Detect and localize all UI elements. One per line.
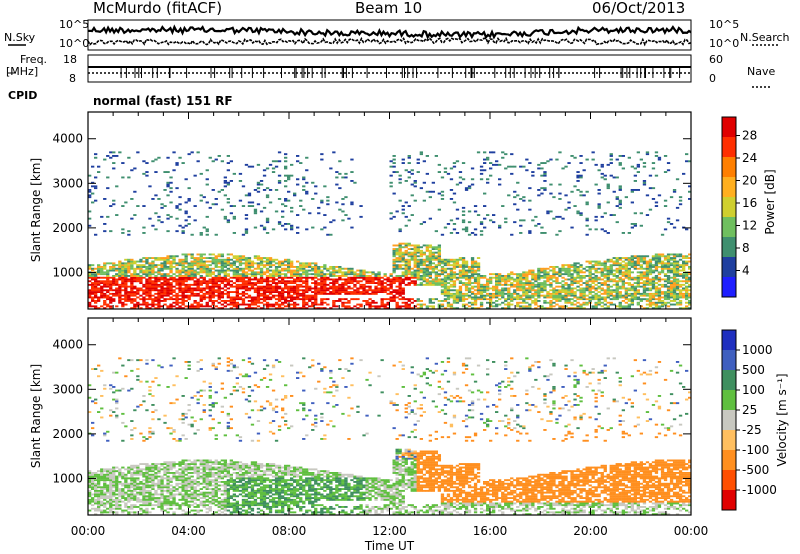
freq-label-1: Freq.: [20, 53, 48, 66]
nave-tick-bottom: 0: [709, 72, 716, 85]
velocity-cbar-tick: -25: [742, 423, 762, 437]
xtick-label: 08:00: [272, 524, 307, 538]
nave-label: Nave: [747, 65, 776, 78]
power-cbar-tick: 24: [742, 151, 757, 165]
cpid-label: CPID: [8, 89, 38, 102]
power-cbar-tick: 20: [742, 174, 757, 188]
nsky-tick-bottom: 10^0: [59, 37, 90, 50]
freq-tick-bottom: 8: [69, 72, 76, 85]
power-panel: 1000 2000 3000 4000 Slant Range [km]: [29, 111, 692, 310]
xtick-label: 16:00: [473, 524, 508, 538]
velocity-cbar-tick: 100: [742, 383, 765, 397]
ytick-label: 1000: [52, 471, 83, 485]
power-cbar-tick: 28: [742, 129, 757, 143]
power-cbar-tick: 8: [742, 241, 750, 255]
velocity-cbar-tick: -1000: [742, 483, 777, 497]
xlabel: Time UT: [364, 539, 415, 553]
nsky-panel: [87, 19, 692, 51]
nsearch-tick-bottom: 10^0: [709, 37, 740, 50]
cpid-text: normal (fast) 151 RF: [93, 94, 233, 108]
power-cbar-tick: 12: [742, 219, 757, 233]
velocity-cbar-tick: -100: [742, 443, 769, 457]
freq-label-2: [MHz]: [6, 65, 39, 78]
freq-tick-top: 18: [63, 53, 77, 66]
ylabel: Slant Range [km]: [29, 364, 43, 468]
velocity-cbar-label: Velocity [m s⁻¹]: [775, 373, 789, 466]
velocity-cbar-tick: 500: [742, 363, 765, 377]
velocity-cbar-tick: 25: [742, 403, 757, 417]
ytick-label: 2000: [52, 221, 83, 235]
ytick-label: 4000: [52, 338, 83, 352]
nsky-trace: [87, 24, 692, 40]
station-title: McMurdo (fitACF): [93, 0, 223, 17]
velocity-cbar-tick: -500: [742, 463, 769, 477]
power-cbar-tick: 4: [742, 264, 750, 278]
nsearch-trace: [87, 36, 692, 47]
velocity-panel: 1000 2000 3000 4000 Slant Range [km] 00:00 04:…: [29, 317, 709, 553]
ytick-label: 1000: [52, 265, 83, 279]
xtick-label: 20:00: [573, 524, 608, 538]
ytick-label: 3000: [52, 176, 83, 190]
velocity-cbar-tick: 1000: [742, 343, 773, 357]
freq-panel: [87, 54, 692, 83]
nsearch-tick-top: 10^5: [709, 18, 740, 31]
beam-title: Beam 10: [355, 0, 423, 17]
nsearch-label: N.Search: [740, 31, 790, 44]
power-colorbar: 4 8 12 16 20 24 28 Power [dB]: [721, 116, 777, 298]
ytick-label: 4000: [52, 132, 83, 146]
xtick-label: 00:00: [71, 524, 106, 538]
xtick-label: 12:00: [372, 524, 407, 538]
velocity-colorbar: 1000 500 100 25 -25 -100 -500 -1000 Velocity [m …: [721, 329, 789, 511]
xtick-label: 00:00: [674, 524, 709, 538]
xtick-label: 04:00: [171, 524, 206, 538]
ytick-label: 2000: [52, 427, 83, 441]
power-cbar-tick: 16: [742, 196, 757, 210]
ylabel: Slant Range [km]: [29, 158, 43, 262]
nsky-tick-top: 10^5: [59, 18, 90, 31]
date-title: 06/Oct/2013: [592, 0, 686, 17]
ytick-label: 3000: [52, 382, 83, 396]
nave-tick-top: 60: [709, 53, 723, 66]
power-cbar-label: Power [dB]: [763, 169, 777, 234]
nsky-label: N.Sky: [4, 31, 36, 44]
